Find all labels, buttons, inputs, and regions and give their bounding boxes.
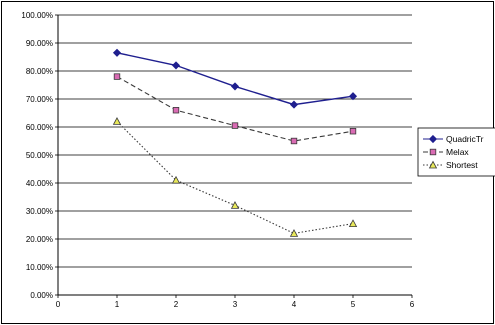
legend-item: QuadricTr: [423, 134, 484, 144]
x-tick-label: 3: [233, 300, 238, 309]
y-tick-label: 30.00%: [26, 207, 53, 216]
y-tick-label: 80.00%: [26, 67, 53, 76]
data-point: [113, 73, 121, 80]
series-shortest: [112, 117, 358, 237]
data-point: [231, 122, 239, 129]
data-point: [230, 201, 240, 209]
x-tick-label: 1: [115, 300, 120, 309]
data-point: [349, 127, 357, 135]
legend-marker: [429, 148, 437, 156]
y-tick-label: 20.00%: [26, 235, 53, 244]
y-tick-label: 70.00%: [26, 95, 53, 104]
legend-item: Melax: [423, 147, 469, 157]
legend-label: Shortest: [446, 160, 478, 170]
y-tick-label: 0.00%: [30, 291, 53, 300]
data-point: [348, 219, 358, 228]
data-point: [112, 48, 122, 57]
legend-item: Shortest: [423, 160, 478, 170]
series-line: [116, 121, 354, 234]
y-tick-label: 10.00%: [26, 263, 53, 272]
x-tick-label: 0: [56, 300, 61, 309]
data-point: [290, 137, 298, 145]
legend-marker: [428, 160, 438, 169]
legend-label: QuadricTr: [446, 134, 484, 144]
data-point: [112, 117, 122, 125]
y-tick-label: 90.00%: [26, 39, 53, 48]
x-tick-label: 4: [292, 300, 297, 309]
data-point: [171, 61, 181, 70]
data-point: [172, 107, 180, 114]
x-tick-label: 6: [410, 300, 415, 309]
data-point: [289, 229, 299, 237]
legend-marker: [428, 134, 438, 144]
x-tick-label: 2: [174, 300, 179, 309]
x-tick-label: 5: [351, 300, 356, 309]
data-point: [348, 92, 358, 101]
y-tick-label: 40.00%: [26, 179, 53, 188]
series-melax: [113, 73, 357, 145]
y-tick-label: 50.00%: [26, 151, 53, 160]
legend-label: Melax: [446, 147, 469, 157]
y-tick-label: 60.00%: [26, 123, 53, 132]
data-point: [171, 175, 181, 184]
data-point: [289, 100, 299, 109]
series-quadrictr: [112, 48, 358, 109]
data-point: [230, 82, 240, 91]
y-tick-label: 100.00%: [21, 11, 53, 20]
